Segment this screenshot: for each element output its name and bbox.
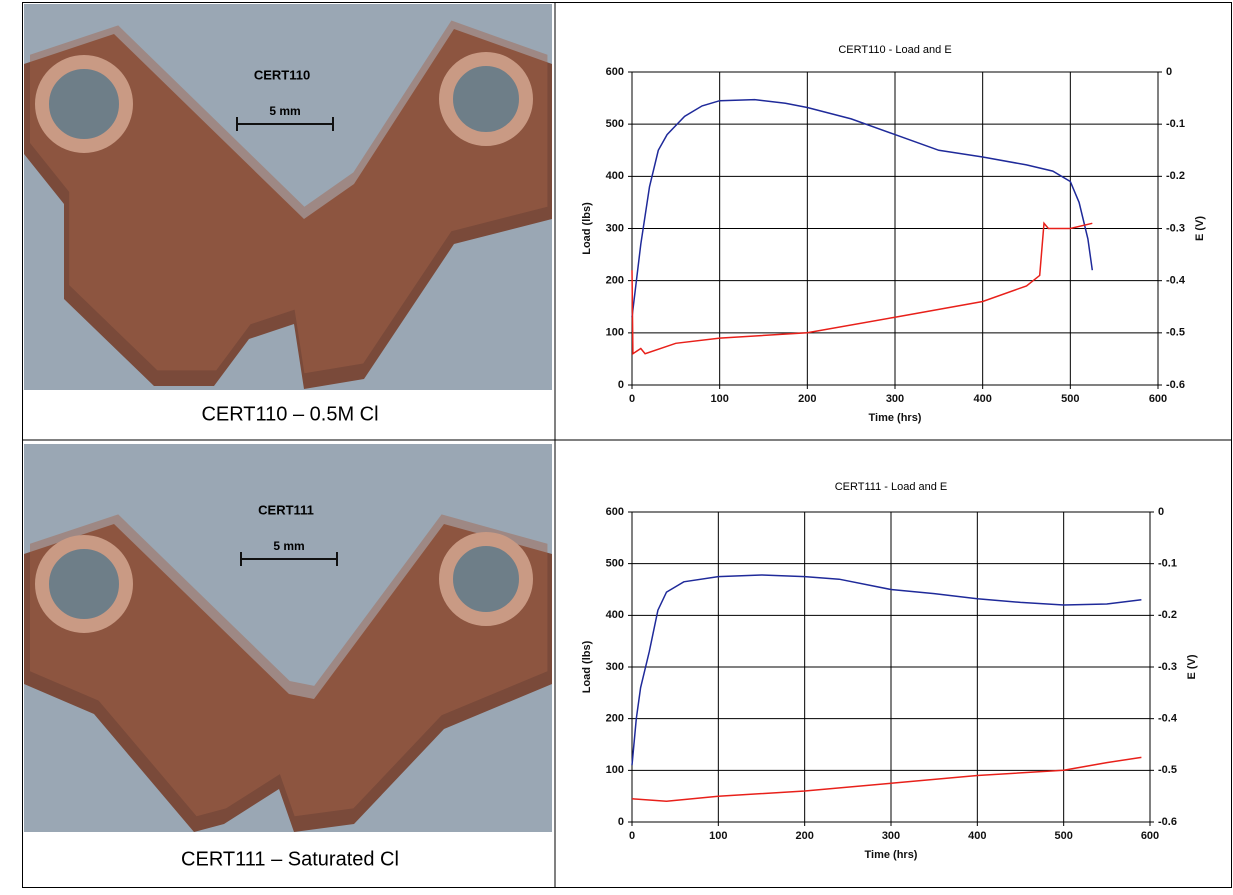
x-tick-label: 300: [882, 830, 900, 842]
y-tick-label: 400: [606, 170, 624, 182]
hole: [42, 542, 126, 626]
x-tick-label: 200: [798, 393, 816, 405]
y-tick-label: 400: [606, 609, 624, 621]
photo: CERT111 5 mm: [24, 444, 552, 832]
data-line: [632, 575, 1141, 765]
x-tick-label: 200: [795, 830, 813, 842]
y2-tick-label: -0.5: [1166, 327, 1185, 339]
x-tick-label: 0: [629, 830, 635, 842]
data-line: [632, 223, 1092, 353]
y-tick-label: 300: [606, 661, 624, 673]
caption: CERT110 – 0.5M Cl: [201, 403, 378, 425]
x-tick-label: 100: [710, 393, 728, 405]
y2-tick-label: -0.3: [1158, 661, 1177, 673]
scale-label: 5 mm: [269, 104, 300, 118]
y-tick-label: 200: [606, 713, 624, 725]
y-tick-label: 100: [606, 327, 624, 339]
page: CERT110 5 mm CERT110 – 0.5M Cl CERT110 - Lo…: [0, 0, 1233, 890]
chart-title: CERT110 - Load and E: [838, 44, 951, 56]
y2-tick-label: 0: [1166, 66, 1172, 78]
y2-axis-label: E (V): [1194, 216, 1206, 241]
y-axis-label: Load (lbs): [581, 202, 593, 255]
y-tick-label: 0: [618, 816, 624, 828]
caption: CERT111 – Saturated Cl: [181, 848, 399, 870]
hole: [42, 62, 126, 146]
y-tick-label: 200: [606, 275, 624, 287]
x-tick-label: 300: [886, 393, 904, 405]
y-tick-label: 600: [606, 506, 624, 518]
y-tick-label: 0: [618, 379, 624, 391]
x-tick-label: 400: [973, 393, 991, 405]
y2-tick-label: -0.4: [1158, 713, 1178, 725]
x-axis-label: Time (hrs): [865, 849, 918, 861]
chart-title: CERT111 - Load and E: [835, 481, 948, 493]
y-tick-label: 500: [606, 558, 624, 570]
y2-tick-label: -0.1: [1166, 118, 1185, 130]
y-tick-label: 600: [606, 66, 624, 78]
y2-tick-label: -0.6: [1166, 379, 1185, 391]
x-tick-label: 500: [1061, 393, 1079, 405]
x-tick-label: 500: [1054, 830, 1072, 842]
x-tick-label: 400: [968, 830, 986, 842]
hole: [446, 59, 526, 139]
y2-axis-label: E (V): [1186, 654, 1198, 679]
data-line: [632, 100, 1092, 318]
x-tick-label: 600: [1141, 830, 1159, 842]
data-line: [632, 757, 1141, 801]
scale-label: 5 mm: [273, 539, 304, 553]
x-tick-label: 100: [709, 830, 727, 842]
specimen-label: CERT111: [258, 502, 314, 517]
y-tick-label: 300: [606, 222, 624, 234]
y2-tick-label: 0: [1158, 506, 1164, 518]
y2-tick-label: -0.2: [1166, 170, 1185, 182]
y2-tick-label: -0.1: [1158, 558, 1177, 570]
x-axis-label: Time (hrs): [869, 412, 922, 424]
y2-tick-label: -0.6: [1158, 816, 1177, 828]
x-tick-label: 0: [629, 393, 635, 405]
y-tick-label: 500: [606, 118, 624, 130]
y2-tick-label: -0.3: [1166, 222, 1185, 234]
y2-tick-label: -0.2: [1158, 609, 1177, 621]
y-axis-label: Load (lbs): [581, 640, 593, 693]
x-tick-label: 600: [1149, 393, 1167, 405]
specimen-label: CERT110: [254, 67, 310, 82]
photo: CERT110 5 mm: [24, 4, 552, 390]
hole: [446, 539, 526, 619]
y-tick-label: 100: [606, 764, 624, 776]
y2-tick-label: -0.4: [1166, 275, 1186, 287]
y2-tick-label: -0.5: [1158, 764, 1177, 776]
